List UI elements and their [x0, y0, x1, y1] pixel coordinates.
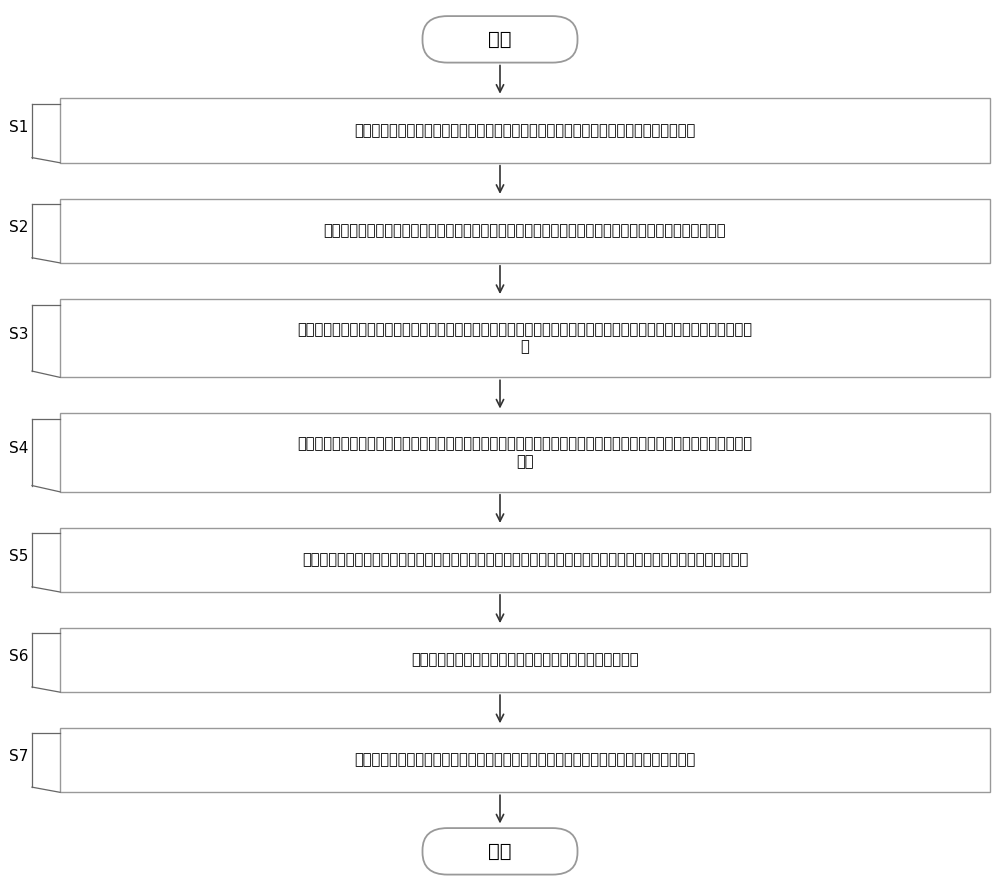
FancyBboxPatch shape [422, 829, 578, 875]
FancyBboxPatch shape [60, 728, 990, 792]
Text: 对所述数据信号进行解调得到待测参数，并完成分布式光热退火和电热退火的抗辐射处理: 对所述数据信号进行解调得到待测参数，并完成分布式光热退火和电热退火的抗辐射处理 [354, 753, 696, 767]
Text: S3: S3 [9, 327, 29, 342]
Text: 调整光电复合缆和光纤传感器中导线的电流和调整电热退火的温度，并对光电复合缆中的光纤和光纤传感器进行电热退
火: 调整光电复合缆和光纤传感器中导线的电流和调整电热退火的温度，并对光电复合缆中的光… [298, 321, 753, 354]
Text: S5: S5 [9, 549, 29, 564]
Text: 对信号光源以及大功率激光器发出启动指令，同时将光电复合缆中的导线通电并设置参数: 对信号光源以及大功率激光器发出启动指令，同时将光电复合缆中的导线通电并设置参数 [354, 123, 696, 138]
FancyBboxPatch shape [60, 298, 990, 377]
Text: S1: S1 [9, 120, 29, 134]
FancyBboxPatch shape [60, 413, 990, 492]
Text: S6: S6 [9, 649, 29, 664]
FancyBboxPatch shape [422, 16, 578, 62]
FancyBboxPatch shape [60, 527, 990, 592]
Text: 采集所述模拟电信号，并将所述模拟电信号转换成数字信号: 采集所述模拟电信号，并将所述模拟电信号转换成数字信号 [411, 653, 639, 668]
Text: 经光热退火和电热退火后，将所述光纤传感器中的后向散射光传入至光电探测器中，并将其光信号转换成模拟电信号: 经光热退火和电热退火后，将所述光纤传感器中的后向散射光传入至光电探测器中，并将其… [302, 552, 748, 567]
Text: 调整大功率激光器发出的光的光强和波长，并利用大功率激光器产生的光对光电复合缆中的光纤和光纤传感器进行光热
退火: 调整大功率激光器发出的光的光强和波长，并利用大功率激光器产生的光对光电复合缆中的… [298, 436, 753, 469]
FancyBboxPatch shape [60, 99, 990, 163]
Text: S7: S7 [9, 749, 29, 764]
Text: S4: S4 [9, 441, 29, 456]
FancyBboxPatch shape [60, 628, 990, 692]
Text: 对信号光源和大功率激光器发出的光信号进行融合，并将融合后的光信经光电复合缆传输至光纤传感器中: 对信号光源和大功率激光器发出的光信号进行融合，并将融合后的光信经光电复合缆传输至… [324, 223, 726, 238]
Text: 开始: 开始 [488, 30, 512, 49]
Text: S2: S2 [9, 219, 29, 234]
FancyBboxPatch shape [60, 199, 990, 263]
Text: 结束: 结束 [488, 842, 512, 860]
